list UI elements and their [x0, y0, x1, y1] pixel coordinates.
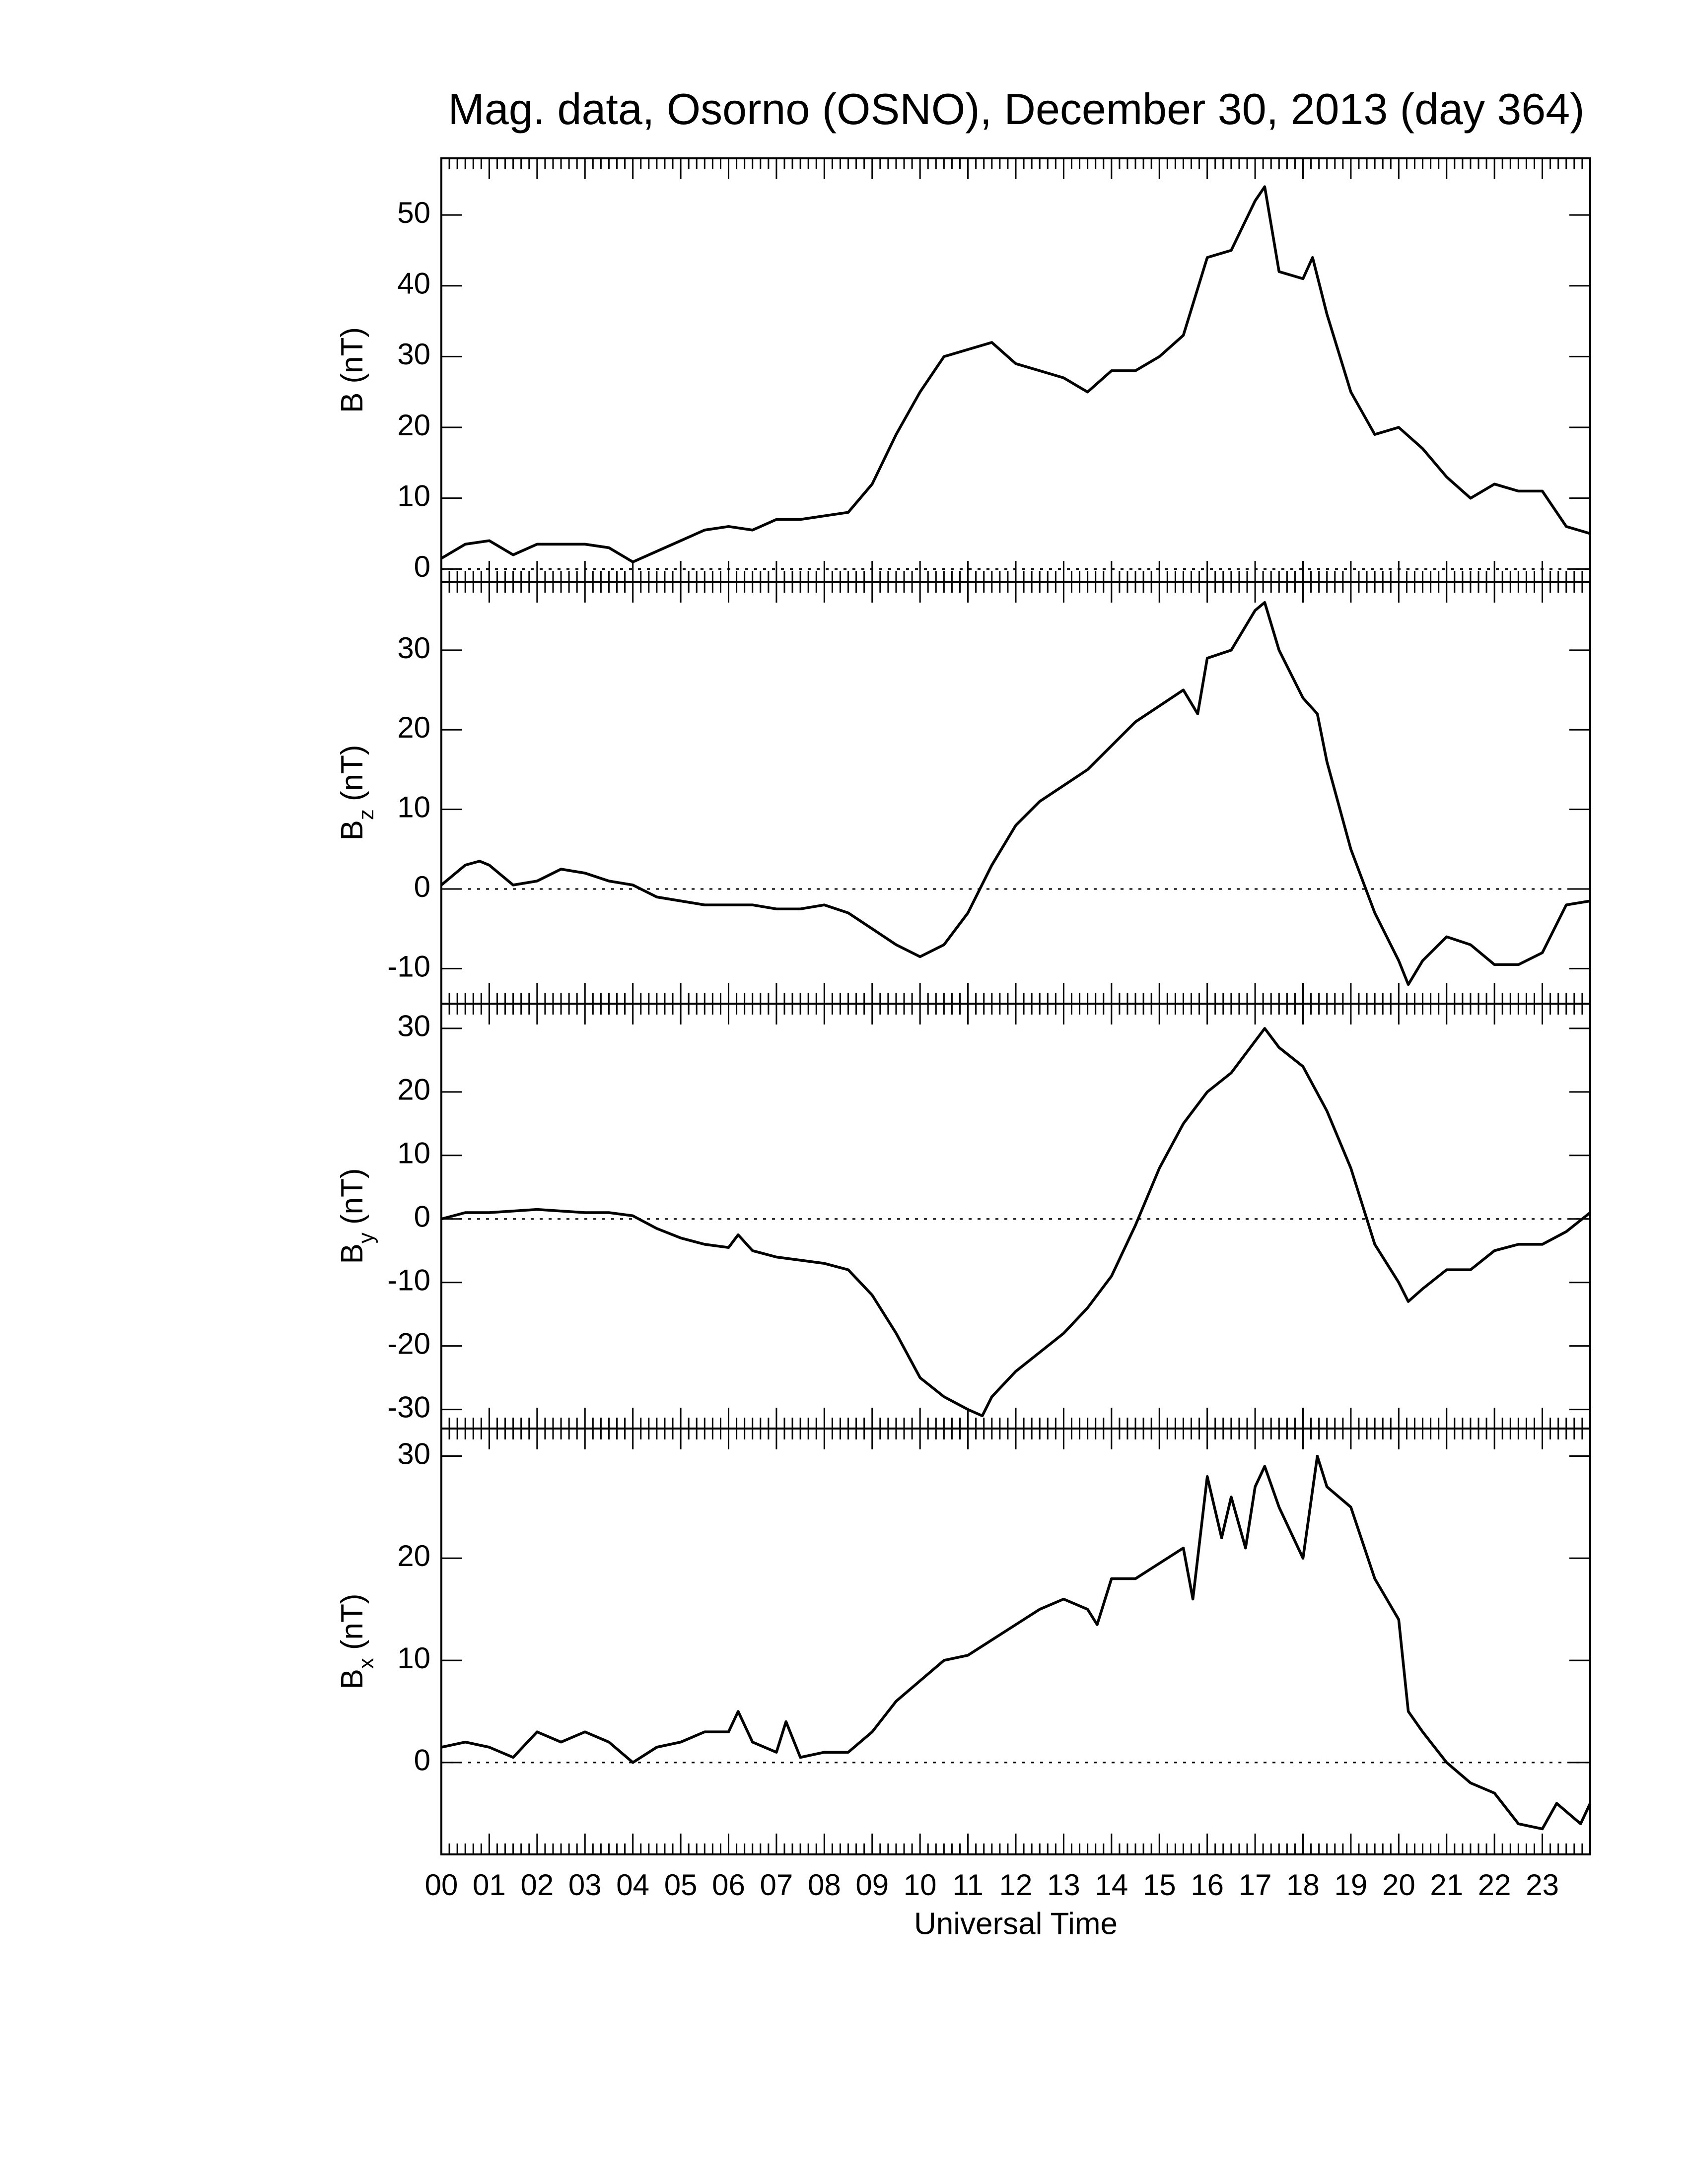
y-tick-label: 10: [397, 791, 430, 824]
y-axis-label: Bz (nT): [335, 745, 378, 840]
y-tick-label: 30: [397, 1010, 430, 1043]
y-label-subscript: z: [354, 809, 378, 820]
y-tick-label: 20: [397, 711, 430, 744]
x-tick-label: 07: [760, 1868, 793, 1902]
x-tick-label: 21: [1430, 1868, 1463, 1902]
x-tick-label: 06: [712, 1868, 745, 1902]
chart-title: Mag. data, Osorno (OSNO), December 30, 2…: [448, 84, 1584, 134]
y-label-symbol: B: [335, 820, 369, 840]
y-tick-label: 0: [414, 550, 430, 583]
y-tick-label: -30: [387, 1390, 430, 1424]
y-label-unit: (nT): [335, 327, 369, 384]
x-tick-label: 18: [1286, 1868, 1320, 1902]
y-axis-label: By (nT): [335, 1168, 378, 1264]
y-label-symbol: B: [335, 1669, 369, 1689]
x-tick-label: 03: [568, 1868, 602, 1902]
y-label-unit: (nT): [335, 745, 369, 801]
x-axis-label: Universal Time: [914, 1907, 1118, 1941]
y-label-symbol: B: [335, 393, 369, 413]
data-line: [441, 1454, 1592, 1831]
y-tick-label: 50: [397, 196, 430, 229]
x-tick-label: 04: [616, 1868, 649, 1902]
y-label-unit: (nT): [335, 1593, 369, 1650]
y-tick-label: 0: [414, 1744, 430, 1777]
y-tick-label: 10: [397, 479, 430, 513]
x-tick-label: 17: [1239, 1868, 1272, 1902]
y-tick-label: 20: [397, 1539, 430, 1572]
y-label-subscript: x: [354, 1658, 378, 1669]
y-tick-label: 0: [414, 870, 430, 903]
y-tick-label: 30: [397, 1437, 430, 1470]
x-tick-label: 20: [1382, 1868, 1415, 1902]
data-line: [440, 601, 1591, 986]
y-tick-label: -20: [387, 1327, 430, 1361]
y-label-subscript: y: [354, 1232, 378, 1243]
y-tick-label: 0: [414, 1200, 430, 1233]
y-label-unit: (nT): [335, 1168, 369, 1225]
y-tick-label: -10: [387, 950, 430, 983]
y-label-symbol: B: [335, 1243, 369, 1264]
y-tick-label: 10: [397, 1641, 430, 1675]
y-tick-label: 10: [397, 1137, 430, 1170]
y-axis-label: Bx (nT): [335, 1593, 378, 1689]
x-tick-label: 22: [1478, 1868, 1511, 1902]
y-tick-label: 20: [397, 409, 430, 442]
x-tick-label: 09: [855, 1868, 889, 1902]
data-line: [441, 1027, 1591, 1418]
x-tick-label: 23: [1526, 1868, 1559, 1902]
x-tick-label: 19: [1335, 1868, 1368, 1902]
x-tick-label: 02: [520, 1868, 554, 1902]
plot-frame: [440, 1428, 1591, 1855]
x-tick-label: 11: [952, 1868, 983, 1902]
x-tick-label: 00: [425, 1868, 458, 1902]
x-tick-label: 15: [1143, 1868, 1176, 1902]
y-tick-label: 30: [397, 338, 430, 371]
y-tick-label: 40: [397, 267, 430, 300]
x-tick-label: 01: [473, 1868, 506, 1902]
x-tick-label: 12: [999, 1868, 1033, 1902]
x-tick-label: 13: [1047, 1868, 1080, 1902]
y-axis-label: B (nT): [335, 327, 369, 413]
data-line: [440, 185, 1591, 563]
y-tick-label: 20: [397, 1073, 430, 1106]
x-tick-label: 14: [1095, 1868, 1128, 1902]
y-tick-label: -10: [387, 1264, 430, 1297]
x-tick-label: 10: [904, 1868, 937, 1902]
x-tick-label: 16: [1191, 1868, 1224, 1902]
x-tick-label: 08: [808, 1868, 841, 1902]
y-tick-label: 30: [397, 631, 430, 665]
x-tick-label: 05: [664, 1868, 698, 1902]
